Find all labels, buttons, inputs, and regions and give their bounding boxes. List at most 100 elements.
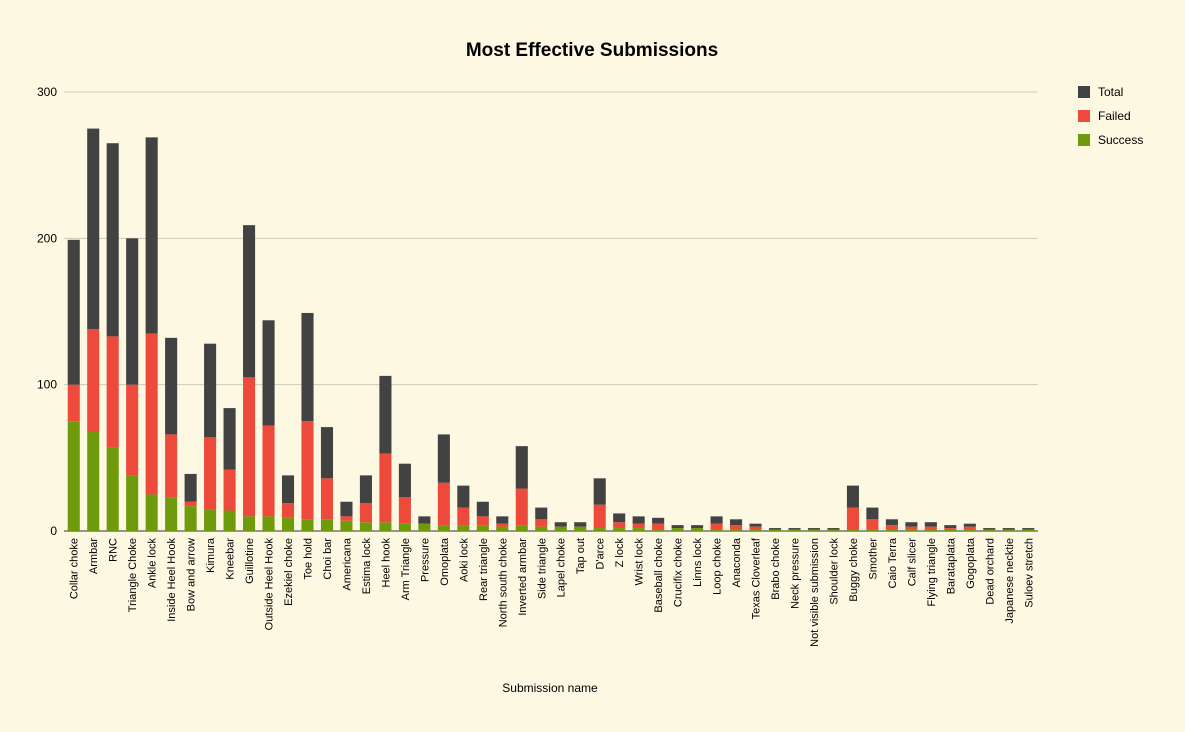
x-tick-label: Anaconda [731,537,743,587]
bar-success [184,506,197,531]
x-tick-label: Ezekiel choke [283,538,295,606]
x-tick-label: Dead orchard [984,538,996,605]
bar-success [963,529,976,531]
x-tick-label: North south choke [497,538,509,627]
bar-failed [730,525,743,530]
bar-success [574,526,587,531]
bar-total [632,516,645,524]
bar-success [126,475,139,531]
bar-failed [398,497,411,524]
bar-total [1022,528,1035,530]
x-tick-label: Not visible submission [809,538,821,647]
bar-success [457,525,470,531]
bar-failed [145,333,158,495]
bar-failed [359,503,372,523]
bar-success [165,497,178,531]
bar-total [359,475,372,504]
bar-failed [87,329,100,432]
bar-failed [204,437,217,510]
x-tick-label: Ankle lock [147,538,159,589]
bar-failed [944,528,957,530]
bar-total [281,475,295,504]
bar-failed [67,384,80,422]
x-tick-label: Calf slicer [906,538,918,587]
bar-total [983,528,996,530]
bar-failed [457,507,470,526]
bar-total [87,128,100,330]
bar-failed [535,519,548,527]
x-tick-label: Toe hold [303,538,315,580]
x-tick-label: Loop choke [712,538,724,595]
x-tick-label: Aoki lock [458,538,470,583]
bar-total [301,312,314,422]
bar-total [184,473,197,502]
bar-total [788,528,801,530]
bar-total [807,528,821,530]
x-tick-label: Inverted armbar [517,538,529,616]
bar-success [1022,529,1035,531]
bar-total [846,485,859,508]
bar-failed [379,453,392,523]
bar-success [768,529,782,531]
bar-success [204,509,217,531]
bar-failed [243,377,256,517]
bar-success [885,529,898,531]
bar-success [730,529,743,531]
bar-total [126,238,139,385]
bar-success [145,494,158,531]
bar-failed [613,522,626,529]
x-tick-label: Suloev stretch [1023,538,1035,608]
y-tick-label: 100 [37,378,57,392]
bar-total [106,143,119,337]
bar-failed [476,516,489,526]
bar-total [145,137,158,334]
bar-total [204,343,217,438]
bar-total [671,525,684,529]
y-tick-label: 0 [50,524,57,538]
bar-failed [593,504,606,529]
bar-failed [496,523,509,527]
x-tick-label: Bow and arrow [186,538,198,611]
bar-success [496,526,509,531]
x-tick-label: Inside Heel Hook [166,538,178,622]
bar-success [476,525,489,531]
x-tick-label: Gogoplata [965,537,977,589]
bar-total [768,528,782,530]
legend-swatch-total [1078,86,1090,98]
bar-total [963,523,976,527]
bar-total [613,513,626,523]
bar-success [281,517,295,531]
bar-success [788,529,801,531]
bar-total [1002,528,1015,530]
x-axis-label: Submission name [502,681,598,695]
x-tick-label: Armbar [88,538,100,574]
bar-failed [184,501,197,507]
x-tick-label: Omoplata [439,537,451,586]
bar-failed [652,523,665,530]
bar-total [243,225,256,378]
bar-success [418,523,431,531]
bar-success [944,529,957,531]
bar-failed [749,526,762,530]
bar-total [535,507,548,520]
x-tick-label: Americana [341,537,353,590]
x-tick-label: Pressure [419,538,431,582]
bar-failed [106,336,119,448]
bar-success [301,519,314,531]
bar-success [652,529,665,531]
bar-failed [885,525,898,530]
bar-success [749,529,762,531]
y-axis: 0 100 200 300 [37,85,57,538]
bar-success [983,529,996,531]
bar-success [613,528,626,531]
bar-success [671,528,684,531]
chart-title: Most Effective Submissions [466,40,718,61]
bar-failed [866,519,879,530]
x-tick-label: Guillotine [244,538,256,584]
bar-success [866,529,879,531]
bar-total [866,507,879,520]
bar-total [905,522,918,527]
bar-total [67,239,80,385]
